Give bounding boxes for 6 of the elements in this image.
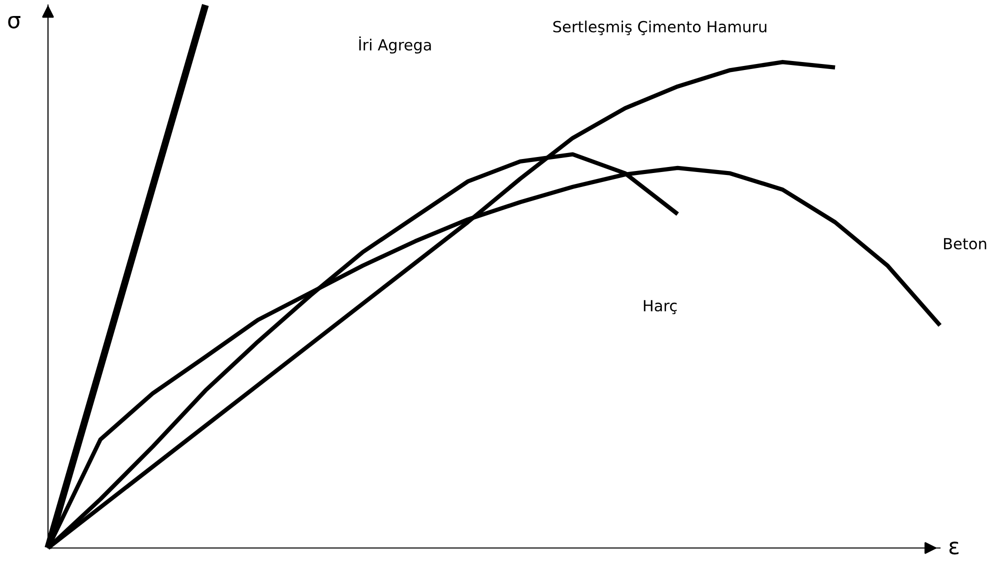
x-axis-title: ε [949, 542, 958, 554]
annotation: Sertleşmiş Çimento Hamuru [553, 20, 766, 36]
y-axis-title: σ [8, 16, 20, 28]
annotation: İri Agrega [359, 36, 431, 54]
annotation: Harç [644, 300, 677, 314]
text: Beton [944, 238, 986, 250]
